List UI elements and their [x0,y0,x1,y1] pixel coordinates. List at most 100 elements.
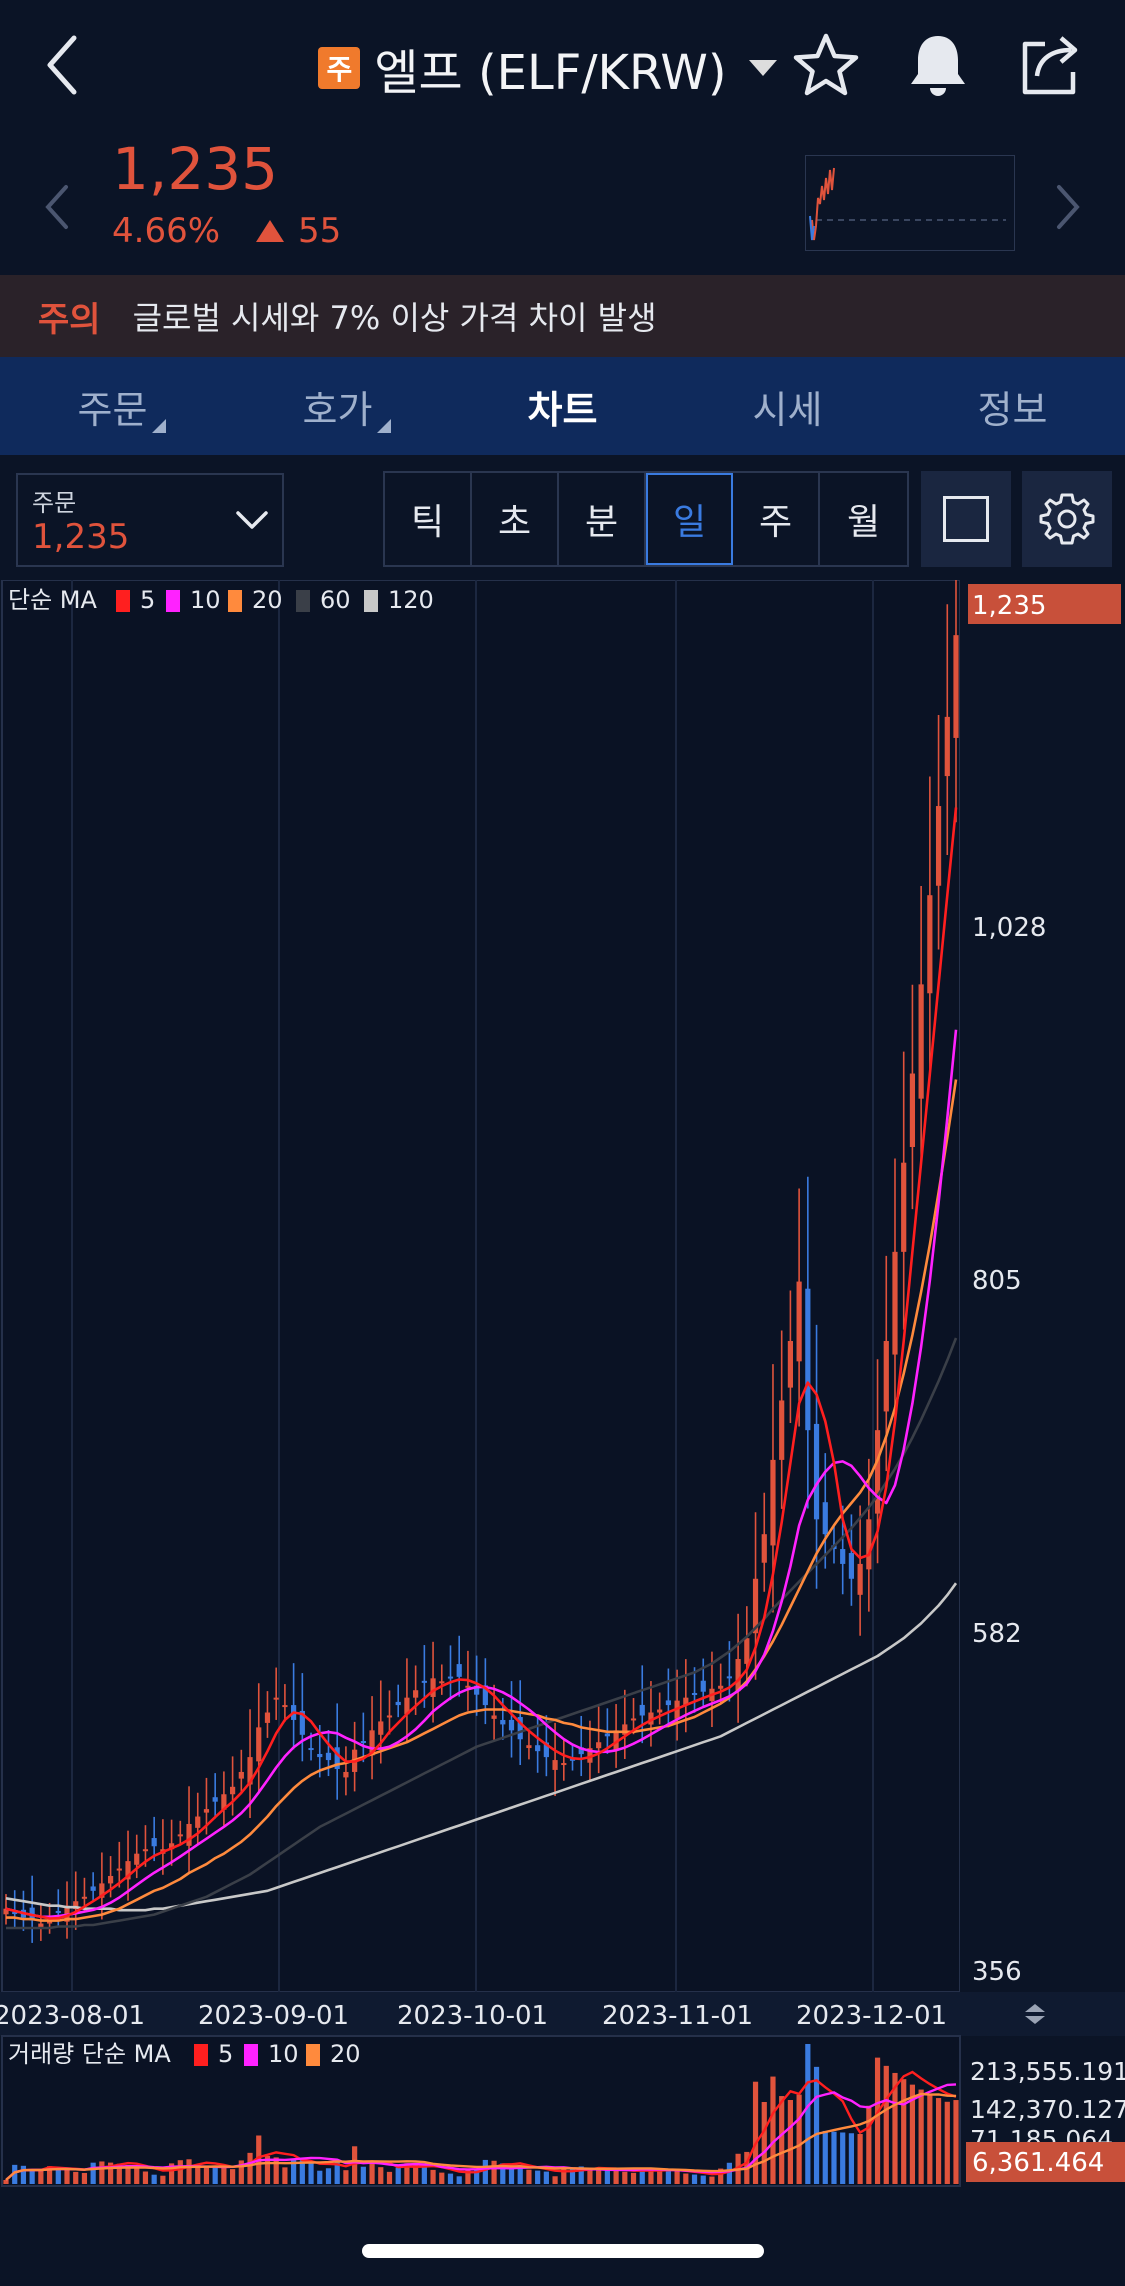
candle-body [439,1681,445,1684]
volume-bar [918,2089,924,2184]
candle-body [935,806,942,886]
prev-chevron-icon[interactable] [38,177,78,237]
tab-corner-icon [152,419,166,433]
candle-body [604,1733,610,1737]
volume-bar [29,2169,35,2184]
volume-bar [439,2172,445,2184]
volume-bar [805,2044,811,2184]
candle-body [116,1868,122,1871]
home-indicator[interactable] [362,2244,764,2258]
candle-body [90,1886,96,1891]
candle-body [779,1400,785,1460]
candle-body [552,1760,558,1770]
candle-body [770,1459,776,1546]
period-week[interactable]: 주 [733,473,820,565]
volume-bar [482,2159,488,2184]
tab-info[interactable]: 정보 [900,357,1125,455]
star-icon[interactable] [791,30,861,100]
volume-bar [857,2134,863,2184]
ma5-legend: 5 [140,586,155,614]
candle-body [735,1659,741,1692]
candle-body [500,1720,506,1725]
next-chevron-icon[interactable] [1047,177,1087,237]
tab-market-price[interactable]: 시세 [675,357,900,455]
volume-bar [177,2160,183,2184]
period-day[interactable]: 일 [646,473,733,565]
vol-ma5-swatch [194,2044,208,2066]
vol-ma10-swatch [244,2044,258,2066]
gear-icon [1039,493,1095,545]
volume-bar [160,2175,166,2184]
tab-chart[interactable]: 차트 [450,357,675,455]
candle-body [543,1742,549,1758]
candle-body [535,1745,541,1752]
volume-bar [665,2169,671,2184]
candle-body [81,1896,88,1899]
order-type-select[interactable]: 주문 1,235 [16,473,284,567]
volume-bar [3,2180,9,2184]
period-second[interactable]: 초 [472,473,559,565]
candle-body [317,1753,323,1758]
resize-handle-icon[interactable] [1025,2004,1045,2024]
candle-body [99,1883,105,1898]
candle-body [238,1771,244,1779]
vol-ma5-legend: 5 [218,2040,233,2068]
candle-body [430,1678,436,1697]
volume-bar [369,2162,375,2184]
tab-orderbook[interactable]: 호가 [225,357,450,455]
share-icon[interactable] [1015,30,1085,100]
candle-body [404,1697,410,1715]
volume-bar [107,2162,114,2184]
volume-bar [125,2164,131,2184]
volume-bar [447,2173,454,2184]
volume-bar [247,2152,253,2184]
ma20-legend: 20 [252,586,283,614]
candle-body [726,1676,732,1679]
volume-bar [421,2165,427,2184]
warning-tag: 주의 [38,299,101,340]
volume-bar [927,2094,933,2184]
price-tick: 356 [972,1957,1022,1987]
price-tick: 582 [972,1619,1022,1649]
volume-bar [944,2101,950,2184]
volume-bar [770,2076,776,2184]
price-tick: 1,028 [972,913,1046,943]
volume-legend: 거래량 단순 MA 5 10 20 [8,2040,361,2068]
ma20-swatch [228,590,242,612]
chart-settings-button[interactable] [1022,471,1112,567]
price-tick: 805 [972,1266,1022,1296]
date-tick: 2023-11-01 [602,2001,753,2031]
candle-body [587,1748,593,1763]
date-tick: 2023-09-01 [198,2001,349,2031]
period-tick[interactable]: 틱 [385,473,472,565]
candle-body [177,1834,183,1837]
change-amount-wrap: 55 [256,211,341,251]
period-minute[interactable]: 분 [559,473,646,565]
ma20-line [6,1079,958,1922]
vol-ma20-line [5,2092,957,2181]
volume-bar [935,2098,942,2184]
volume-bar [561,2168,567,2184]
fullscreen-button[interactable] [921,471,1011,567]
candle-body [944,716,950,777]
candle-body [55,1910,61,1913]
market-selector[interactable]: 주 엘프 (ELF/KRW) [318,33,777,103]
period-month[interactable]: 월 [846,502,881,543]
warning-text: 글로벌 시세와 7% 이상 가격 차이 발생 [132,299,657,337]
mini-chart[interactable] [805,155,1015,251]
candle-body [273,1697,279,1700]
tab-order[interactable]: 주문 [0,357,225,455]
volume-bar [831,2131,837,2184]
bell-icon[interactable] [903,30,973,100]
volume-bar [64,2168,70,2184]
chart-canvas[interactable]: 단순 MA 5 10 20 60 120 1,235 1,028 805 582… [0,514,1125,2190]
candle-body [918,984,924,1099]
caution-badge: 주 [318,46,361,89]
candle-body [901,1162,907,1252]
volume-tick: 142,370.127 [970,2095,1125,2124]
price-chart[interactable]: 단순 MA 5 10 20 60 120 1,235 1,028 805 582… [0,514,1125,2190]
volume-bar [203,2165,210,2184]
back-chevron-icon[interactable] [40,30,90,100]
volume-bar [273,2157,279,2184]
date-tick: 2023-08-01 [0,2001,145,2031]
